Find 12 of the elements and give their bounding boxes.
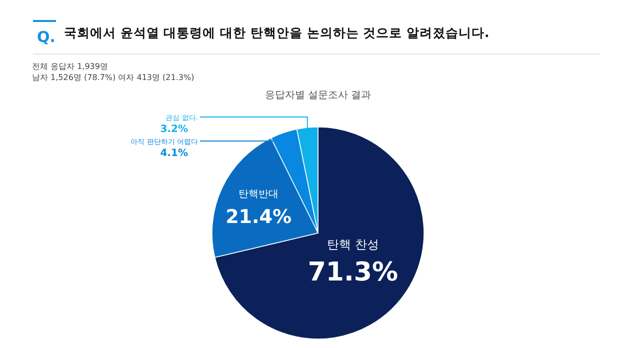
data-label: 71.3% [308,258,398,288]
slice-label: 탄핵 찬성 [327,238,379,252]
text: Q. [37,28,56,46]
text: 전체 응답자 1,939명 [32,62,108,71]
pie-slice [214,126,424,340]
data-label: 21.4% [226,206,292,228]
slice-label: 탄핵반대 [238,189,279,200]
text: 남자 1,526명 (78.7%) 여자 413명 (21.3%) [32,73,194,82]
chart-title: 국회에서 윤석열 대통령에 대한 탄핵안을 논의하는 것으로 알려졌습니다. [64,25,490,40]
data-label: 4.1% [160,148,188,159]
chart-subtitle: 응답자별 설문조사 결과 [264,90,372,101]
data-label: 3.2% [160,124,188,135]
